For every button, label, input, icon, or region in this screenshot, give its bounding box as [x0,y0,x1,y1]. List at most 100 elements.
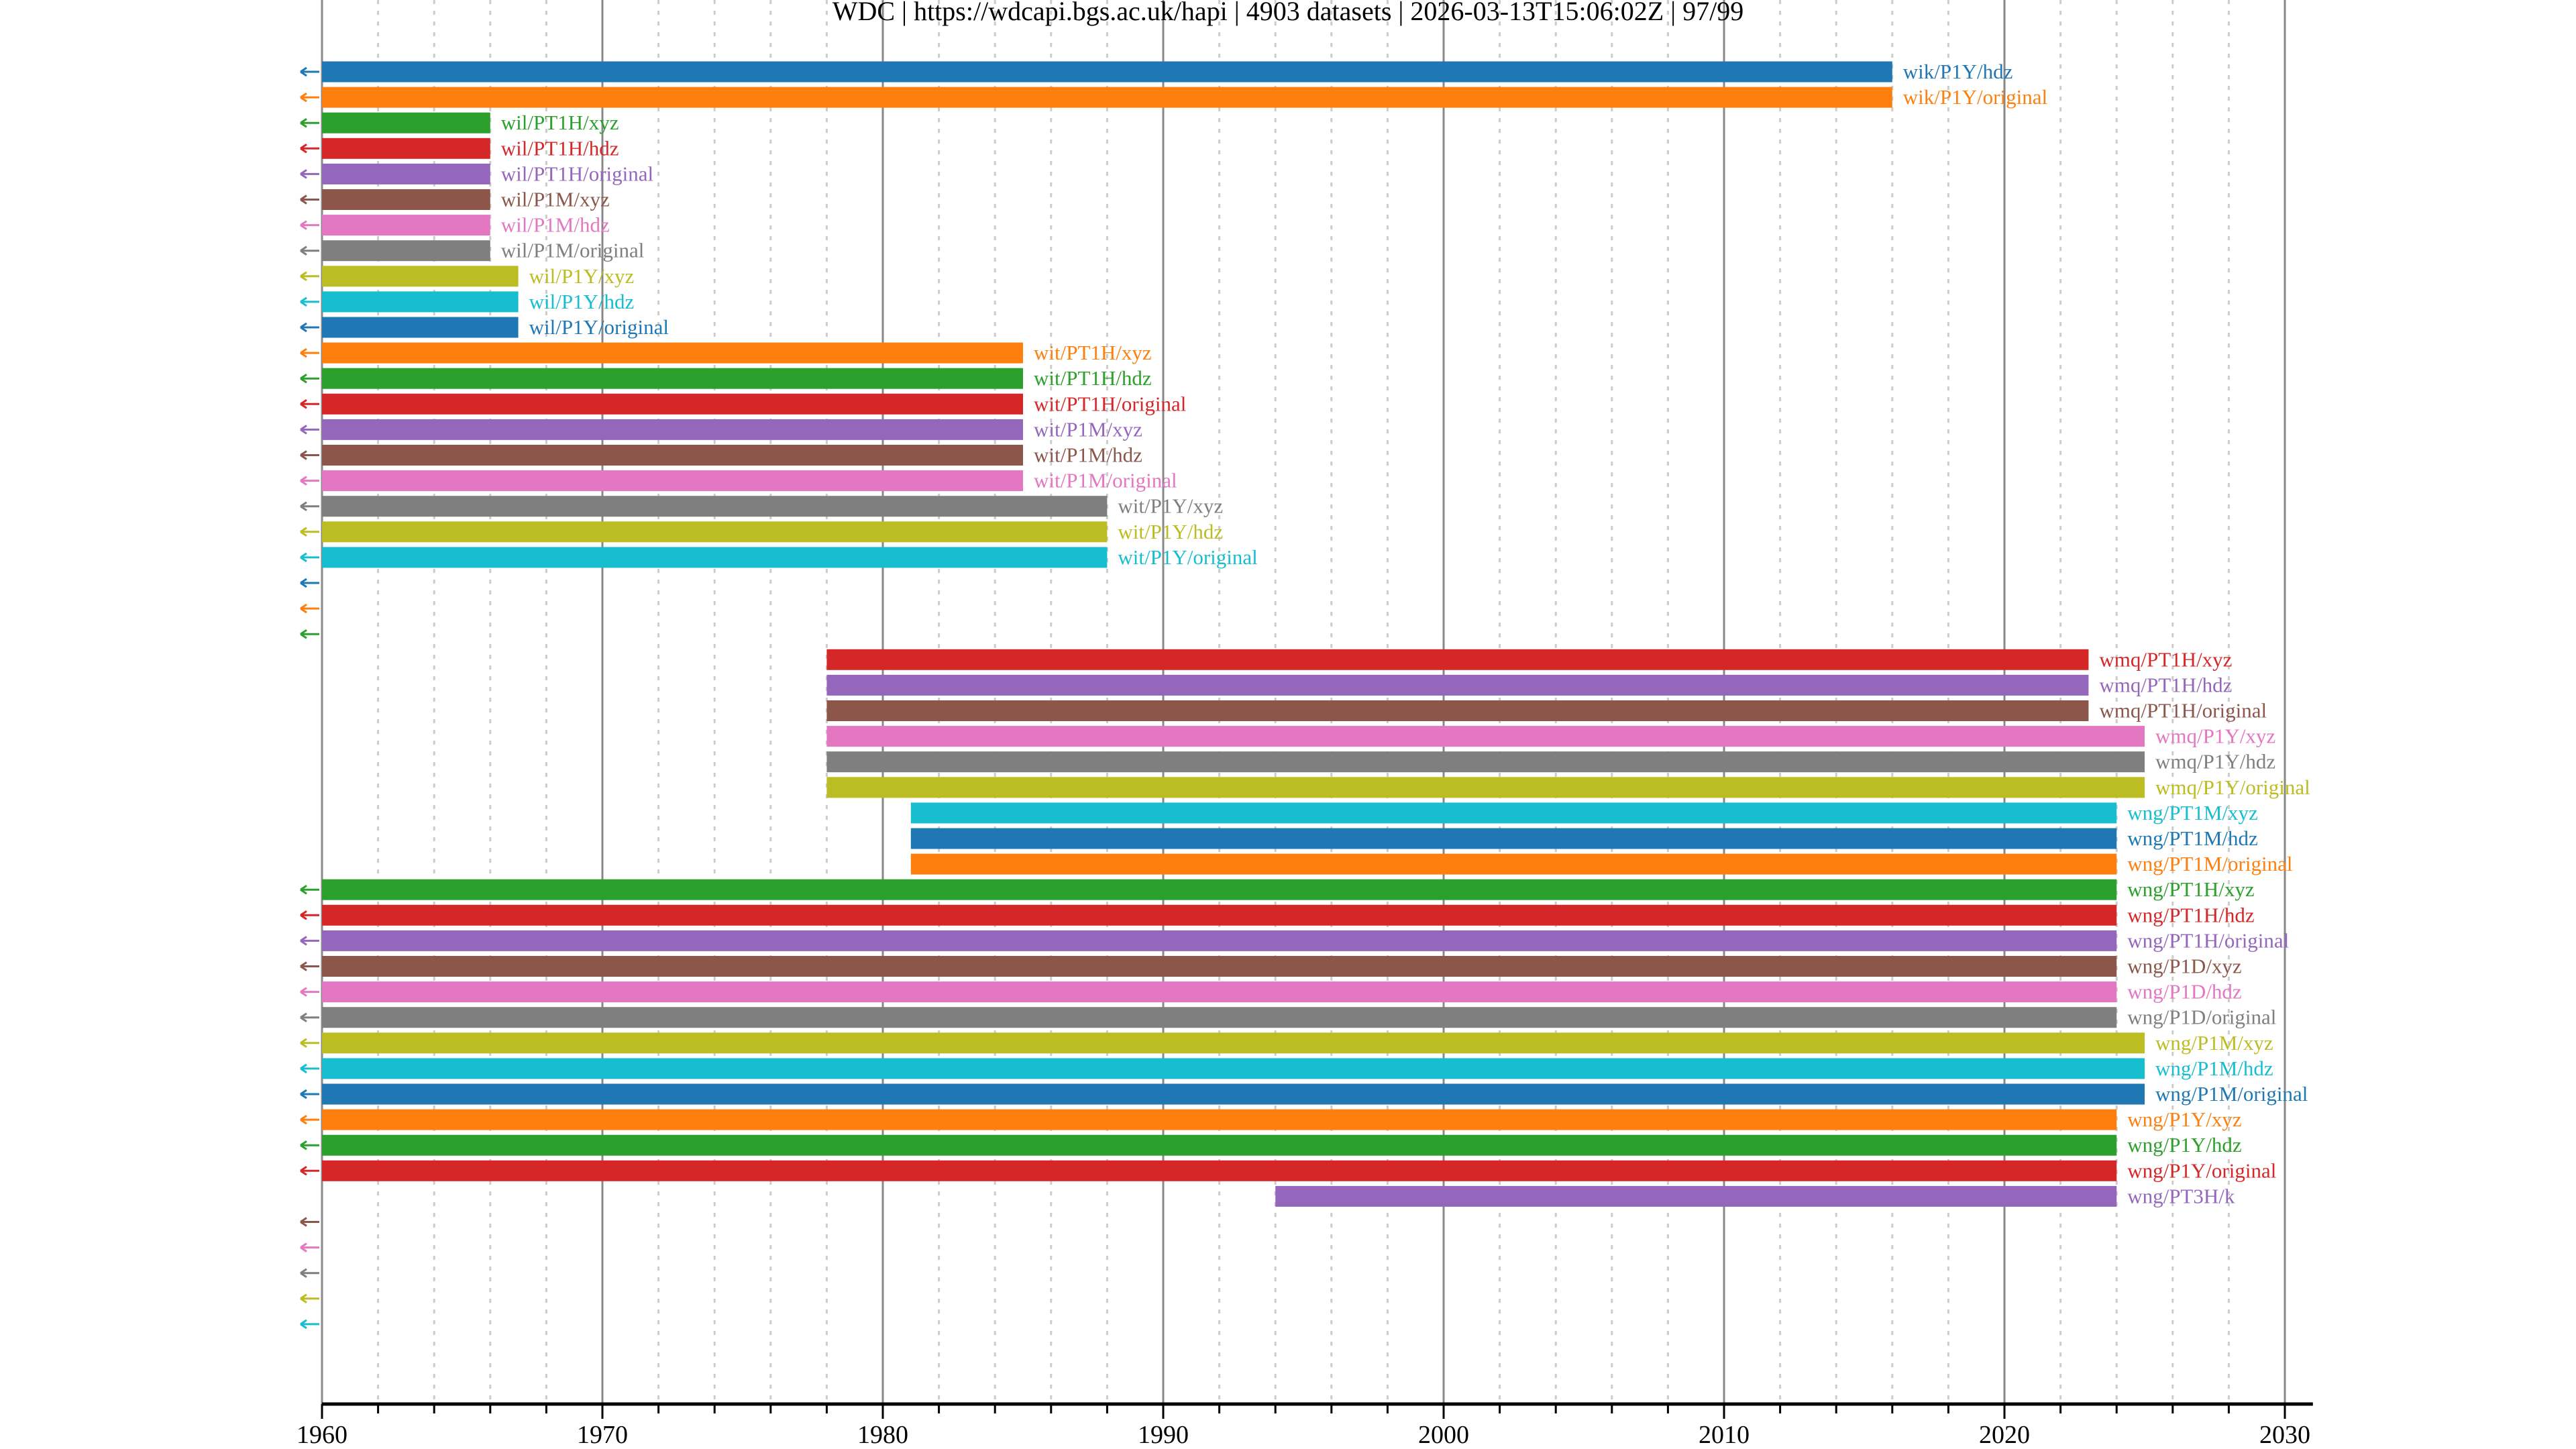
coverage-bar [322,904,2117,926]
dataset-label: wit/P1M/xyz [1034,417,1142,441]
dataset-label: wit/P1Y/hdz [1118,520,1223,543]
left-arrow-icon [300,1012,319,1022]
dataset-label: wng/PT1H/hdz [2127,903,2254,926]
dataset-label: wng/PT1M/original [2127,852,2292,875]
left-arrow-icon [300,271,319,282]
coverage-bar [322,981,2117,1003]
coverage-bar [322,956,2117,977]
coverage-bar [322,547,1108,568]
dataset-row [300,629,319,639]
left-arrow-icon [300,117,319,128]
coverage-bar [826,777,2145,798]
dataset-row: wil/P1Y/xyz [300,264,635,288]
left-arrow-icon [300,399,319,409]
dataset-row: wil/PT1H/xyz [300,111,619,134]
x-tick-label: 1980 [857,1421,908,1449]
dataset-row: wmq/P1Y/xyz [826,724,2275,748]
left-arrow-icon [300,246,319,256]
dataset-row: wit/P1Y/original [300,545,1258,569]
dataset-label: wng/P1D/hdz [2127,980,2242,1004]
dataset-row: wmq/PT1H/original [826,699,2267,722]
left-arrow-icon [300,1217,319,1227]
dataset-label: wng/PT1H/xyz [2127,877,2254,901]
coverage-bar [322,112,490,133]
left-arrow-icon [300,987,319,997]
dataset-row: wng/PT1H/original [300,928,2289,952]
dataset-label: wng/PT1M/hdz [2127,826,2258,850]
left-arrow-icon [300,501,319,511]
left-arrow-icon [300,220,319,230]
dataset-label: wng/PT1M/xyz [2127,801,2258,824]
dataset-row: wil/P1M/original [300,239,644,262]
dataset-label: wit/P1Y/original [1118,545,1257,569]
coverage-bar [322,445,1023,466]
left-arrow-icon [300,297,319,307]
dataset-row [300,1242,319,1252]
dataset-label: wng/PT1H/original [2127,928,2289,952]
dataset-label: wmq/P1Y/original [2155,775,2310,799]
dataset-label: wng/P1M/hdz [2155,1057,2273,1080]
dataset-label: wmq/P1Y/hdz [2155,750,2275,773]
left-arrow-icon [300,1038,319,1049]
left-arrow-icon [300,476,319,486]
left-arrow-icon [300,1063,319,1074]
left-arrow-icon [300,552,319,563]
dataset-label: wil/P1Y/hdz [529,290,635,313]
dataset-label: wmq/PT1H/hdz [2099,673,2232,696]
dataset-label: wng/PT3H/k [2127,1184,2235,1208]
coverage-bar [322,1058,2145,1079]
bars: wik/P1Y/hdzwik/P1Y/originalwil/PT1H/xyzw… [300,60,2310,1330]
dataset-label: wik/P1Y/hdz [1903,60,2013,83]
dataset-label: wil/P1Y/xyz [529,264,635,288]
x-tick-label: 2010 [1699,1421,1750,1449]
dataset-row [300,1293,319,1304]
dataset-row: wng/P1D/hdz [300,980,2242,1004]
coverage-bar [322,189,490,210]
left-arrow-icon [300,195,319,205]
dataset-row [300,1217,319,1227]
dataset-label: wil/P1M/xyz [501,188,610,211]
dataset-row: wit/PT1H/xyz [300,341,1152,364]
x-tick-label: 2030 [2259,1421,2310,1449]
left-arrow-icon [300,527,319,537]
left-arrow-icon [300,169,319,179]
left-arrow-icon [300,144,319,154]
dataset-row: wil/PT1H/original [300,162,653,185]
dataset-row: wng/P1M/xyz [300,1031,2273,1055]
coverage-bar [322,266,519,287]
coverage-bar [322,215,490,236]
dataset-row: wik/P1Y/hdz [300,60,2013,83]
dataset-row: wng/PT1M/original [910,852,2292,875]
coverage-bar [322,419,1023,440]
dataset-row: wng/P1D/original [300,1006,2276,1029]
left-arrow-icon [300,1293,319,1304]
left-arrow-icon [300,1140,319,1150]
left-arrow-icon [300,1242,319,1252]
dataset-row: wng/PT1H/hdz [300,903,2255,926]
left-arrow-icon [300,425,319,435]
x-tick-label: 1990 [1138,1421,1189,1449]
dataset-row: wng/P1Y/xyz [300,1108,2242,1131]
dataset-label: wit/PT1H/original [1034,392,1186,415]
coverage-bar [826,700,2089,721]
dataset-label: wng/P1D/xyz [2127,955,2242,978]
dataset-row: wng/P1M/hdz [300,1057,2273,1080]
left-arrow-icon [300,910,319,920]
dataset-row: wil/P1Y/hdz [300,290,635,313]
left-arrow-icon [300,884,319,895]
left-arrow-icon [300,373,319,384]
dataset-row: wmq/PT1H/xyz [826,647,2232,671]
dataset-row: wit/PT1H/hdz [300,366,1152,390]
coverage-bar [322,291,519,313]
chart-title: WDC | https://wdcapi.bgs.ac.uk/hapi | 49… [833,0,1744,26]
coverage-bar [322,1160,2117,1181]
dataset-row: wng/P1M/original [300,1082,2308,1106]
x-tick-label: 1970 [577,1421,628,1449]
coverage-bar [322,393,1023,415]
dataset-row [300,1268,319,1278]
coverage-bar [322,1007,2117,1028]
left-arrow-icon [300,347,319,358]
coverage-bar [322,1032,2145,1054]
left-arrow-icon [300,1166,319,1176]
